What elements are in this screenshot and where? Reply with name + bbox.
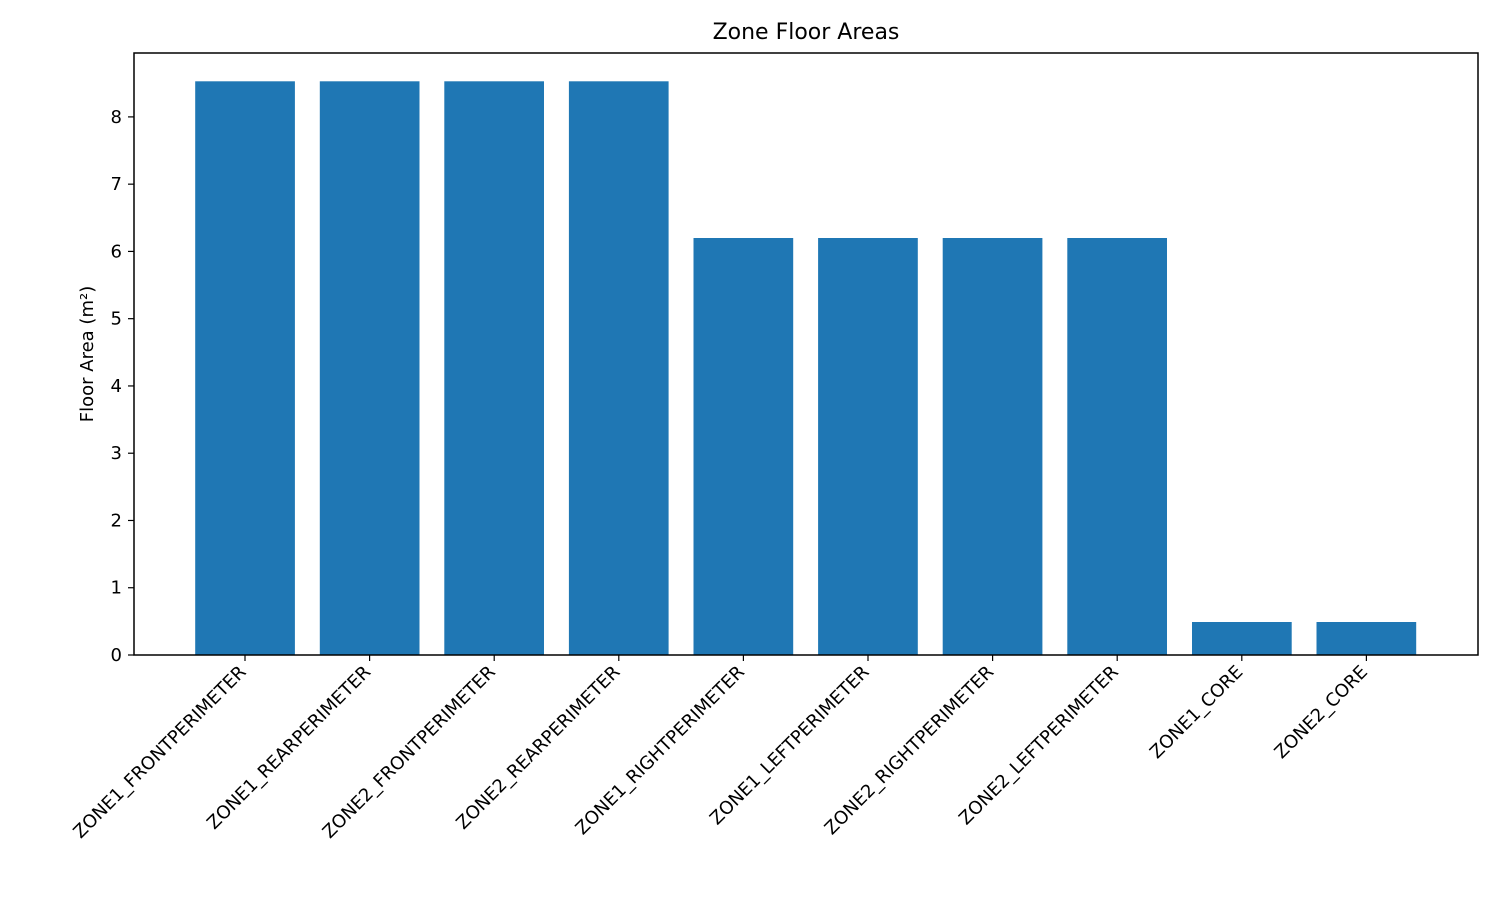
bar: [319, 81, 420, 656]
y-tick-label: 5: [111, 309, 122, 330]
y-tick-label: 1: [111, 578, 122, 599]
bar: [1316, 622, 1417, 655]
x-ticks-group: ZONE1_FRONTPERIMETERZONE1_REARPERIMETERZ…: [69, 655, 1372, 843]
y-tick-label: 8: [111, 107, 122, 128]
bar: [195, 81, 295, 656]
y-tick-label: 4: [111, 376, 122, 397]
y-ticks-group: 0 1 2 3 4 5 6 7 8: [111, 107, 134, 666]
bar: [444, 81, 544, 656]
y-tick-label: 3: [111, 443, 122, 464]
chart-title: Zone Floor Areas: [713, 20, 900, 45]
bar: [693, 238, 794, 655]
y-axis-label: Floor Area (m²): [77, 286, 98, 422]
bars-group: [195, 81, 1417, 656]
plot-frame: [133, 52, 1479, 656]
y-tick-label: 7: [111, 174, 122, 195]
bar: [942, 238, 1043, 655]
y-tick-label: 2: [111, 510, 122, 531]
y-tick-label: 6: [111, 241, 122, 262]
bar: [568, 81, 669, 656]
bar: [1067, 238, 1167, 655]
bar: [818, 238, 918, 655]
y-tick-label: 0: [111, 645, 122, 666]
bar: [1192, 622, 1292, 655]
x-tick-label: ZONE2_CORE: [1271, 662, 1372, 763]
x-tick-label: ZONE1_CORE: [1146, 662, 1247, 763]
